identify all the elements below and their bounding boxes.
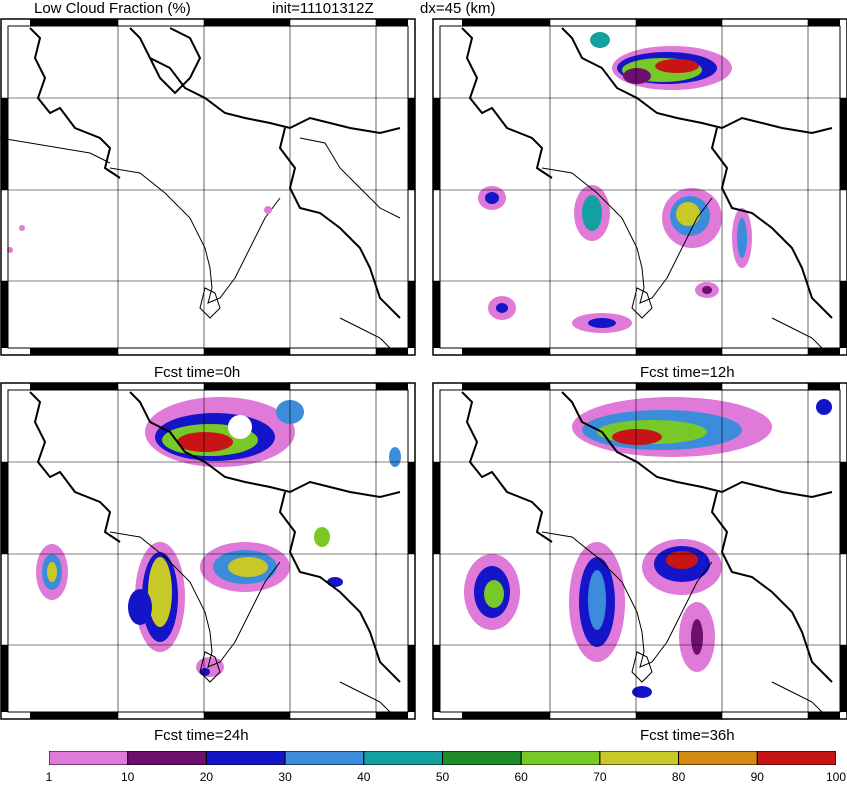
colorbar-tick-label: 80 xyxy=(671,770,686,784)
map-panel-0h xyxy=(0,18,416,356)
colorbar-tick-label: 50 xyxy=(435,770,450,784)
map-panel-36h xyxy=(432,382,847,720)
map-frame xyxy=(432,18,847,356)
colorbar-segment xyxy=(284,751,365,765)
grid-resolution-label: dx=45 (km) xyxy=(420,0,496,17)
coastline-borders xyxy=(0,27,401,349)
colorbar-tick-label: 70 xyxy=(593,770,607,784)
colorbar-tick-label: 10 xyxy=(121,770,135,784)
cloud-patches xyxy=(464,397,832,698)
init-time-label: init=11101312Z xyxy=(272,0,374,17)
colorbar-segment xyxy=(599,751,680,765)
colorbar-segment xyxy=(49,751,129,765)
panel-caption-0h: Fcst time=0h xyxy=(154,364,241,381)
cloud-patches xyxy=(36,397,401,677)
grid-lines xyxy=(0,382,416,720)
colorbar-segment xyxy=(363,751,443,765)
colorbar-tick-label: 30 xyxy=(278,770,292,784)
cloud-patches xyxy=(478,32,752,333)
colorbar-tick-label: 90 xyxy=(750,770,764,784)
colorbar-segment xyxy=(756,751,836,765)
colorbar-segment xyxy=(205,751,286,765)
grid-lines xyxy=(432,18,847,356)
map-panel-12h xyxy=(432,18,847,356)
colorbar-segment xyxy=(442,751,522,765)
chart-title: Low Cloud Fraction (%) xyxy=(34,0,191,17)
colorbar-tick-label: 1 xyxy=(45,770,53,784)
panel-caption-36h: Fcst time=36h xyxy=(640,727,735,744)
colorbar-tick-label: 100 xyxy=(825,770,847,784)
map-frame xyxy=(432,382,847,720)
map-frame xyxy=(0,382,416,720)
cloud-patches xyxy=(7,206,272,253)
colorbar-tick-label: 40 xyxy=(357,770,371,784)
colorbar-tick-label: 60 xyxy=(514,770,528,784)
map-panel-24h xyxy=(0,382,416,720)
map-frame xyxy=(0,18,416,356)
colorbar xyxy=(49,751,836,765)
panel-caption-12h: Fcst time=12h xyxy=(640,364,735,381)
colorbar-segment xyxy=(127,751,207,765)
colorbar-tick-label: 20 xyxy=(199,770,214,784)
colorbar-segment xyxy=(520,751,601,765)
grid-lines xyxy=(0,18,416,356)
colorbar-segment xyxy=(678,751,758,765)
panel-caption-24h: Fcst time=24h xyxy=(154,727,249,744)
grid-lines xyxy=(432,382,847,720)
